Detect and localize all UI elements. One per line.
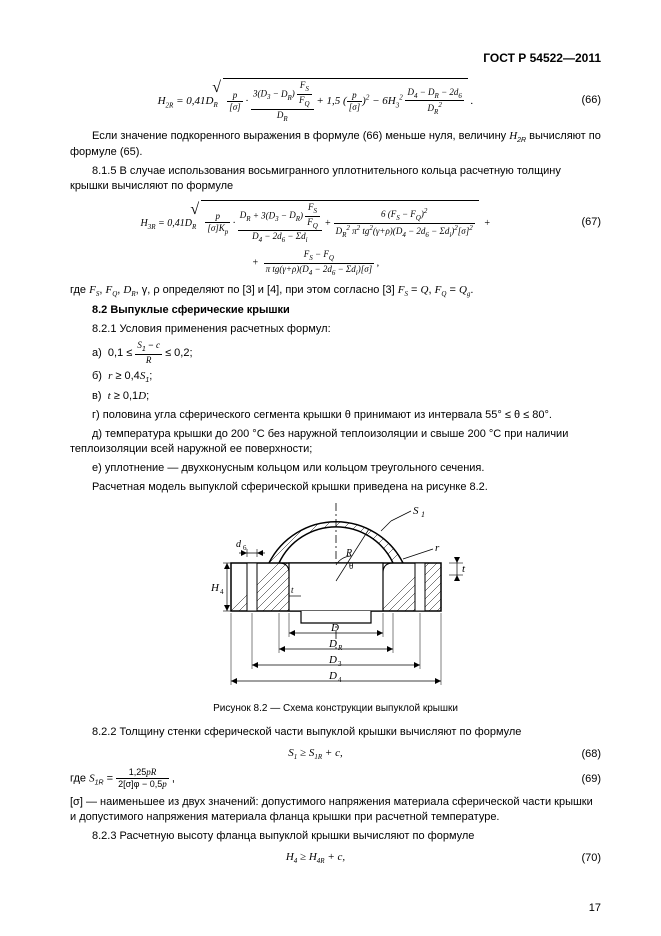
svg-text:d: d — [236, 539, 242, 550]
svg-text:t: t — [462, 563, 466, 575]
svg-text:R: R — [337, 644, 343, 652]
p821: 8.2.1 Условия применения расчетных форму… — [70, 322, 601, 337]
figure-8-2: R θ S 1 r t d 6 H 4 t D D R D 3 — [70, 501, 601, 696]
svg-text:1: 1 — [421, 510, 425, 519]
equation-67: H3R = 0,41DR p[σ]Kp · DR + 3(D3 − DR) FS… — [70, 200, 601, 244]
equation-70: H4 ≥ H4R + c, (70) — [70, 850, 601, 867]
eq-num-68: (68) — [561, 747, 601, 762]
para-66-note: Если значение подкоренного выражения в ф… — [70, 129, 601, 160]
equation-68: S1 ≥ S1R + c, (68) — [70, 746, 601, 763]
li-a: а) 0,1 ≤ S1 − cR ≤ 0,2; — [92, 341, 601, 365]
li-e: е) уплотнение — двухконусным кольцом или… — [70, 461, 601, 476]
p-sigma: [σ] — наименьшее из двух значений: допус… — [70, 795, 601, 825]
figure-caption: Рисунок 8.2 — Схема конструкции выпуклой… — [70, 702, 601, 716]
p823: 8.2.3 Расчетную высоту фланца выпуклой к… — [70, 829, 601, 844]
section-82-title: 8.2 Выпуклые сферические крышки — [70, 303, 601, 318]
para-model: Расчетная модель выпуклой сферической кр… — [70, 480, 601, 495]
equation-69: где S1R = 1,25pR2[σ]φ − 0,5p , (69) — [70, 768, 601, 789]
svg-text:θ: θ — [349, 561, 353, 571]
page-number: 17 — [589, 901, 601, 916]
svg-text:D: D — [328, 670, 337, 682]
svg-text:4: 4 — [220, 588, 224, 596]
li-b: б) r ≥ 0,4S1; — [92, 369, 601, 386]
svg-text:R: R — [345, 548, 352, 559]
eq-num-69: (69) — [561, 772, 601, 787]
svg-text:4: 4 — [338, 676, 342, 684]
equation-67-cont: + FS − FQ π tg(γ+ρ)(D4 − 2d6 − Σdi)[σ] , — [70, 250, 601, 277]
para1a: Если значение подкоренного выражения в ф… — [92, 130, 509, 142]
svg-text:6: 6 — [243, 544, 247, 552]
svg-text:3: 3 — [338, 660, 342, 668]
para-815: 8.1.5 В случае использования восьмигранн… — [70, 164, 601, 194]
svg-text:H: H — [210, 582, 220, 594]
svg-text:S: S — [413, 505, 419, 517]
doc-header: ГОСТ Р 54522—2011 — [70, 50, 601, 66]
li-g: г) половина угла сферического сегмента к… — [92, 408, 601, 423]
svg-text:D: D — [330, 622, 339, 634]
equation-66: H2R = 0,41DR p[σ] · 3(D3 − DR) FSFQ DR +… — [70, 78, 601, 122]
eq-num-70: (70) — [561, 851, 601, 866]
svg-text:r: r — [435, 542, 440, 554]
figure-svg: R θ S 1 r t d 6 H 4 t D D R D 3 — [181, 501, 491, 696]
eq-num-67: (67) — [561, 215, 601, 230]
eq-num-66: (66) — [561, 93, 601, 108]
para-where-67: где FS, FQ, DR, γ, ρ определяют по [3] и… — [70, 283, 601, 300]
svg-text:D: D — [328, 638, 337, 650]
svg-text:D: D — [328, 654, 337, 666]
p822: 8.2.2 Толщину стенки сферической части в… — [70, 725, 601, 740]
li-d: д) температура крышки до 200 °C без нару… — [70, 427, 601, 457]
li-v: в) t ≥ 0,1D; — [92, 389, 601, 404]
